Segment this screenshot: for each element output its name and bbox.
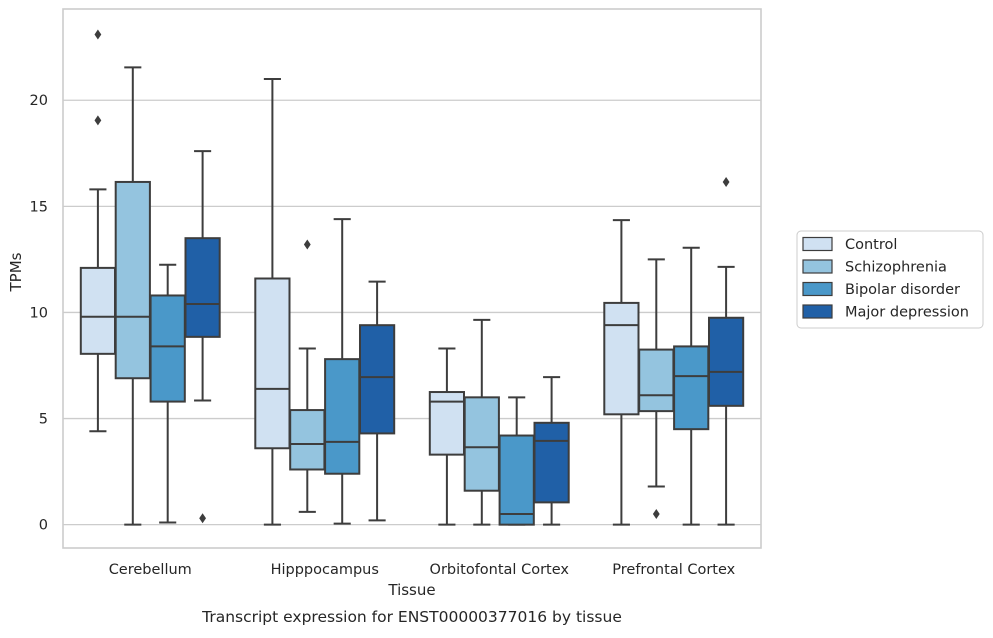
x-tick-label: Orbitofontal Cortex: [430, 562, 570, 578]
legend-label: Bipolar disorder: [845, 282, 960, 298]
box-major-depression-cerebellum: [184, 150, 221, 524]
box-bipolar-disorder-cerebellum: [149, 263, 186, 524]
iqr-box: [289, 409, 326, 471]
legend-frame: [796, 230, 984, 329]
y-tick-label: 20: [30, 93, 48, 109]
box-control-orbitofontal-cortex: [428, 347, 466, 526]
outlier-point: [199, 513, 206, 524]
legend-swatch: [802, 259, 833, 274]
box-schizophrenia-cerebellum: [114, 66, 151, 526]
iqr-box: [603, 301, 640, 416]
legend-swatch: [802, 236, 833, 252]
legend-label: Schizophrenia: [845, 260, 947, 276]
legend: Control Schizophrenia Bipolar disorder Majo…: [796, 230, 984, 329]
iqr-box: [184, 237, 221, 338]
legend-swatch: [802, 304, 833, 319]
iqr-box: [149, 294, 186, 403]
iqr-box: [79, 266, 117, 355]
iqr-box: [114, 180, 151, 380]
box-schizophrenia-orbitofontal-cortex: [463, 318, 500, 526]
y-tick-label: 0: [39, 518, 48, 534]
chart-caption: Transcript expression for ENST0000037701…: [201, 608, 622, 626]
iqr-box: [358, 324, 396, 435]
box-schizophrenia-hipppocampus: [289, 239, 326, 513]
y-tick-label: 15: [30, 199, 48, 215]
box-major-depression-hipppocampus: [358, 280, 396, 522]
y-tick-label: 5: [39, 412, 48, 428]
x-tick-label: Cerebellum: [109, 562, 192, 578]
outlier-point: [94, 115, 102, 126]
box-major-depression-prefrontal-cortex: [707, 176, 745, 526]
plot-area-frame: [62, 8, 762, 549]
x-tick-labels: Cerebellum Hipppocampus Orbitofontal Corte…: [109, 562, 736, 578]
legend-items: Control Schizophrenia Bipolar disorder Majo…: [802, 236, 969, 321]
boxes: [79, 29, 745, 526]
outlier-point: [94, 29, 102, 40]
box-bipolar-disorder-orbitofontal-cortex: [498, 396, 535, 526]
box-control-cerebellum: [79, 29, 117, 433]
box-schizophrenia-prefrontal-cortex: [638, 258, 675, 520]
box-bipolar-disorder-hipppocampus: [324, 218, 361, 525]
y-tick-label: 10: [30, 305, 48, 321]
iqr-box: [463, 396, 500, 492]
outlier-point: [652, 509, 660, 520]
outlier-point: [722, 176, 730, 187]
legend-label: Control: [845, 237, 897, 253]
box-control-prefrontal-cortex: [603, 219, 640, 526]
x-tick-label: Prefrontal Cortex: [612, 562, 735, 578]
iqr-box: [638, 348, 675, 413]
iqr-box: [324, 358, 361, 475]
y-tick-labels: 0 5 10 15 20: [30, 93, 48, 533]
iqr-box: [707, 316, 745, 407]
legend-swatch: [802, 281, 833, 297]
box-bipolar-disorder-prefrontal-cortex: [673, 246, 710, 526]
y-axis-label: TPMs: [7, 252, 25, 292]
iqr-box: [533, 421, 570, 504]
x-axis-label: Tissue: [387, 581, 435, 599]
x-tick-label: Hipppocampus: [271, 562, 379, 578]
box-major-depression-orbitofontal-cortex: [533, 376, 570, 526]
legend-label: Major depression: [845, 305, 969, 321]
iqr-box: [673, 345, 710, 431]
outlier-point: [303, 239, 311, 250]
box-control-hipppocampus: [254, 78, 291, 526]
iqr-box: [498, 434, 535, 526]
iqr-box: [254, 277, 291, 450]
